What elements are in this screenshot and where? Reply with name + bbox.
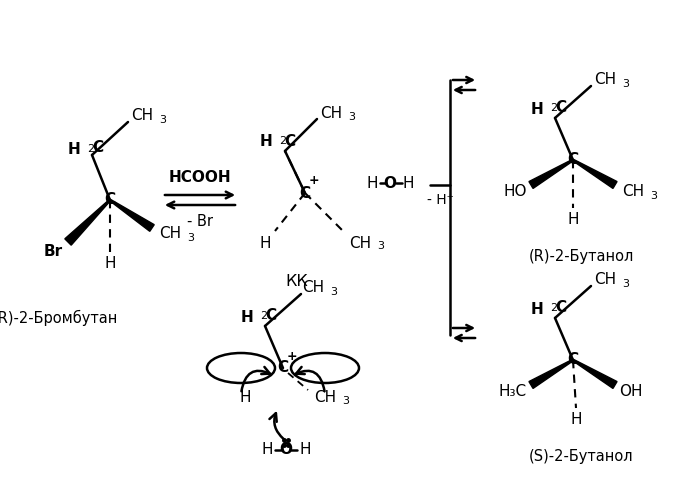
Text: C: C bbox=[556, 100, 567, 115]
Text: +: + bbox=[286, 349, 298, 362]
Text: HO: HO bbox=[503, 184, 527, 200]
Text: H: H bbox=[530, 101, 543, 116]
Text: 2: 2 bbox=[550, 303, 557, 313]
Text: H: H bbox=[530, 301, 543, 317]
Text: CH: CH bbox=[320, 105, 342, 120]
Text: (S)-2-Бутанол: (S)-2-Бутанол bbox=[529, 449, 633, 464]
Polygon shape bbox=[572, 159, 617, 188]
Text: 3: 3 bbox=[623, 79, 630, 89]
Text: HCOOH: HCOOH bbox=[169, 170, 231, 185]
Polygon shape bbox=[529, 159, 574, 188]
Text: O: O bbox=[280, 443, 293, 458]
Text: O: O bbox=[383, 175, 397, 191]
Polygon shape bbox=[65, 200, 111, 245]
Text: H: H bbox=[239, 391, 251, 406]
Text: (R)-2-Бутанол: (R)-2-Бутанол bbox=[528, 248, 634, 264]
Text: CH: CH bbox=[131, 108, 153, 123]
Text: 2: 2 bbox=[550, 103, 557, 113]
Text: Br: Br bbox=[44, 244, 62, 260]
Polygon shape bbox=[109, 200, 154, 231]
Text: H₃C: H₃C bbox=[499, 385, 527, 400]
Text: OH: OH bbox=[619, 385, 643, 400]
Text: (R)-2-Бромбутан: (R)-2-Бромбутан bbox=[0, 310, 118, 326]
Text: 3: 3 bbox=[331, 287, 338, 297]
Text: H: H bbox=[104, 257, 116, 272]
Text: 3: 3 bbox=[188, 233, 194, 243]
Polygon shape bbox=[572, 359, 617, 389]
Text: 2: 2 bbox=[87, 144, 94, 154]
Text: CH: CH bbox=[314, 391, 336, 406]
Text: H: H bbox=[366, 175, 378, 191]
Text: H: H bbox=[262, 443, 273, 458]
Text: H: H bbox=[67, 143, 80, 157]
Text: H: H bbox=[260, 235, 271, 250]
Text: CH: CH bbox=[594, 73, 616, 88]
Text: 2: 2 bbox=[279, 136, 286, 146]
Text: H: H bbox=[260, 135, 272, 150]
Text: CH: CH bbox=[349, 235, 371, 250]
Text: 3: 3 bbox=[650, 191, 657, 201]
Text: H: H bbox=[402, 175, 414, 191]
Text: 3: 3 bbox=[159, 115, 167, 125]
Text: C: C bbox=[266, 308, 277, 324]
Text: H: H bbox=[240, 309, 253, 325]
Text: H: H bbox=[299, 443, 311, 458]
Text: CH: CH bbox=[302, 281, 324, 295]
Text: C: C bbox=[104, 193, 116, 208]
Text: - Br: - Br bbox=[187, 215, 213, 229]
Polygon shape bbox=[529, 359, 574, 389]
Text: CH: CH bbox=[622, 184, 644, 200]
Text: CH: CH bbox=[594, 273, 616, 287]
Text: C: C bbox=[277, 360, 289, 375]
Text: C: C bbox=[284, 134, 295, 149]
Text: 3: 3 bbox=[378, 241, 385, 251]
Text: 3: 3 bbox=[343, 396, 349, 406]
Text: +: + bbox=[309, 174, 319, 187]
Text: CH: CH bbox=[159, 226, 181, 241]
Text: 3: 3 bbox=[623, 279, 630, 289]
Text: H: H bbox=[570, 412, 582, 427]
Text: КК: КК bbox=[286, 274, 309, 288]
Text: C: C bbox=[567, 352, 579, 367]
Text: C: C bbox=[93, 141, 104, 156]
Text: - H⁺: - H⁺ bbox=[426, 193, 453, 207]
Text: C: C bbox=[567, 153, 579, 167]
Text: H: H bbox=[567, 213, 579, 227]
Text: 2: 2 bbox=[260, 311, 267, 321]
Text: C: C bbox=[300, 185, 311, 201]
Text: 3: 3 bbox=[349, 112, 356, 122]
Text: C: C bbox=[556, 300, 567, 316]
